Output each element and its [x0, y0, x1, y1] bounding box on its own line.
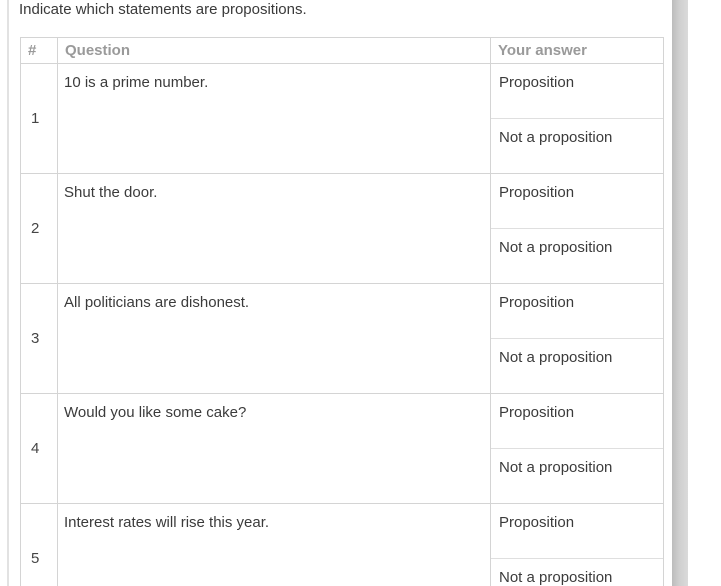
answer-option-proposition[interactable]: Proposition [491, 284, 663, 339]
answer-option-not-a-proposition[interactable]: Not a proposition [499, 348, 613, 366]
answer-option-proposition[interactable]: Proposition [491, 394, 663, 449]
answer-options: Proposition Not a proposition [491, 64, 663, 172]
answer-options: Proposition Not a proposition [491, 394, 663, 502]
answer-cell: Proposition Not a proposition [490, 503, 664, 586]
table-row: 2 Shut the door. Proposition Not a propo… [20, 173, 664, 284]
row-number: 3 [20, 283, 58, 394]
question-text: 10 is a prime number. [57, 63, 491, 174]
question-table-body: 1 10 is a prime number. Proposition Not … [20, 63, 664, 586]
answer-cell: Proposition Not a proposition [490, 283, 664, 394]
answer-option-not-a-proposition[interactable]: Not a proposition [499, 128, 613, 146]
question-text: Shut the door. [57, 173, 491, 284]
table-header-row: # Question Your answer [20, 37, 664, 64]
answer-option-not-a-proposition[interactable]: Not a proposition [499, 568, 613, 586]
answer-cell: Proposition Not a proposition [490, 63, 664, 174]
answer-option-proposition[interactable]: Proposition [491, 64, 663, 119]
panel-left-border [7, 0, 9, 586]
row-number: 4 [20, 393, 58, 504]
answer-cell: Proposition Not a proposition [490, 393, 664, 504]
column-header-answer: Your answer [490, 37, 664, 64]
table-row: 3 All politicians are dishonest. Proposi… [20, 283, 664, 394]
answer-option-not-a-proposition[interactable]: Not a proposition [499, 238, 613, 256]
question-text: Would you like some cake? [57, 393, 491, 504]
row-number: 2 [20, 173, 58, 284]
row-number: 1 [20, 63, 58, 174]
question-table: # Question Your answer 1 10 is a prime n… [20, 37, 664, 586]
row-number: 5 [20, 503, 58, 586]
table-row: 5 Interest rates will rise this year. Pr… [20, 503, 664, 586]
answer-options: Proposition Not a proposition [491, 174, 663, 282]
answer-options: Proposition Not a proposition [491, 284, 663, 392]
question-text: Interest rates will rise this year. [57, 503, 491, 586]
column-header-question: Question [57, 37, 491, 64]
instruction-text: Indicate which statements are propositio… [19, 1, 307, 18]
answer-option-not-a-proposition[interactable]: Not a proposition [499, 458, 613, 476]
question-text: All politicians are dishonest. [57, 283, 491, 394]
answer-option-proposition[interactable]: Proposition [491, 174, 663, 229]
column-header-index: # [20, 37, 58, 64]
answer-options: Proposition Not a proposition [491, 504, 663, 586]
answer-cell: Proposition Not a proposition [490, 173, 664, 284]
answer-option-proposition[interactable]: Proposition [491, 504, 663, 559]
table-row: 1 10 is a prime number. Proposition Not … [20, 63, 664, 174]
table-row: 4 Would you like some cake? Proposition … [20, 393, 664, 504]
scrollbar-thumb[interactable] [672, 0, 688, 586]
